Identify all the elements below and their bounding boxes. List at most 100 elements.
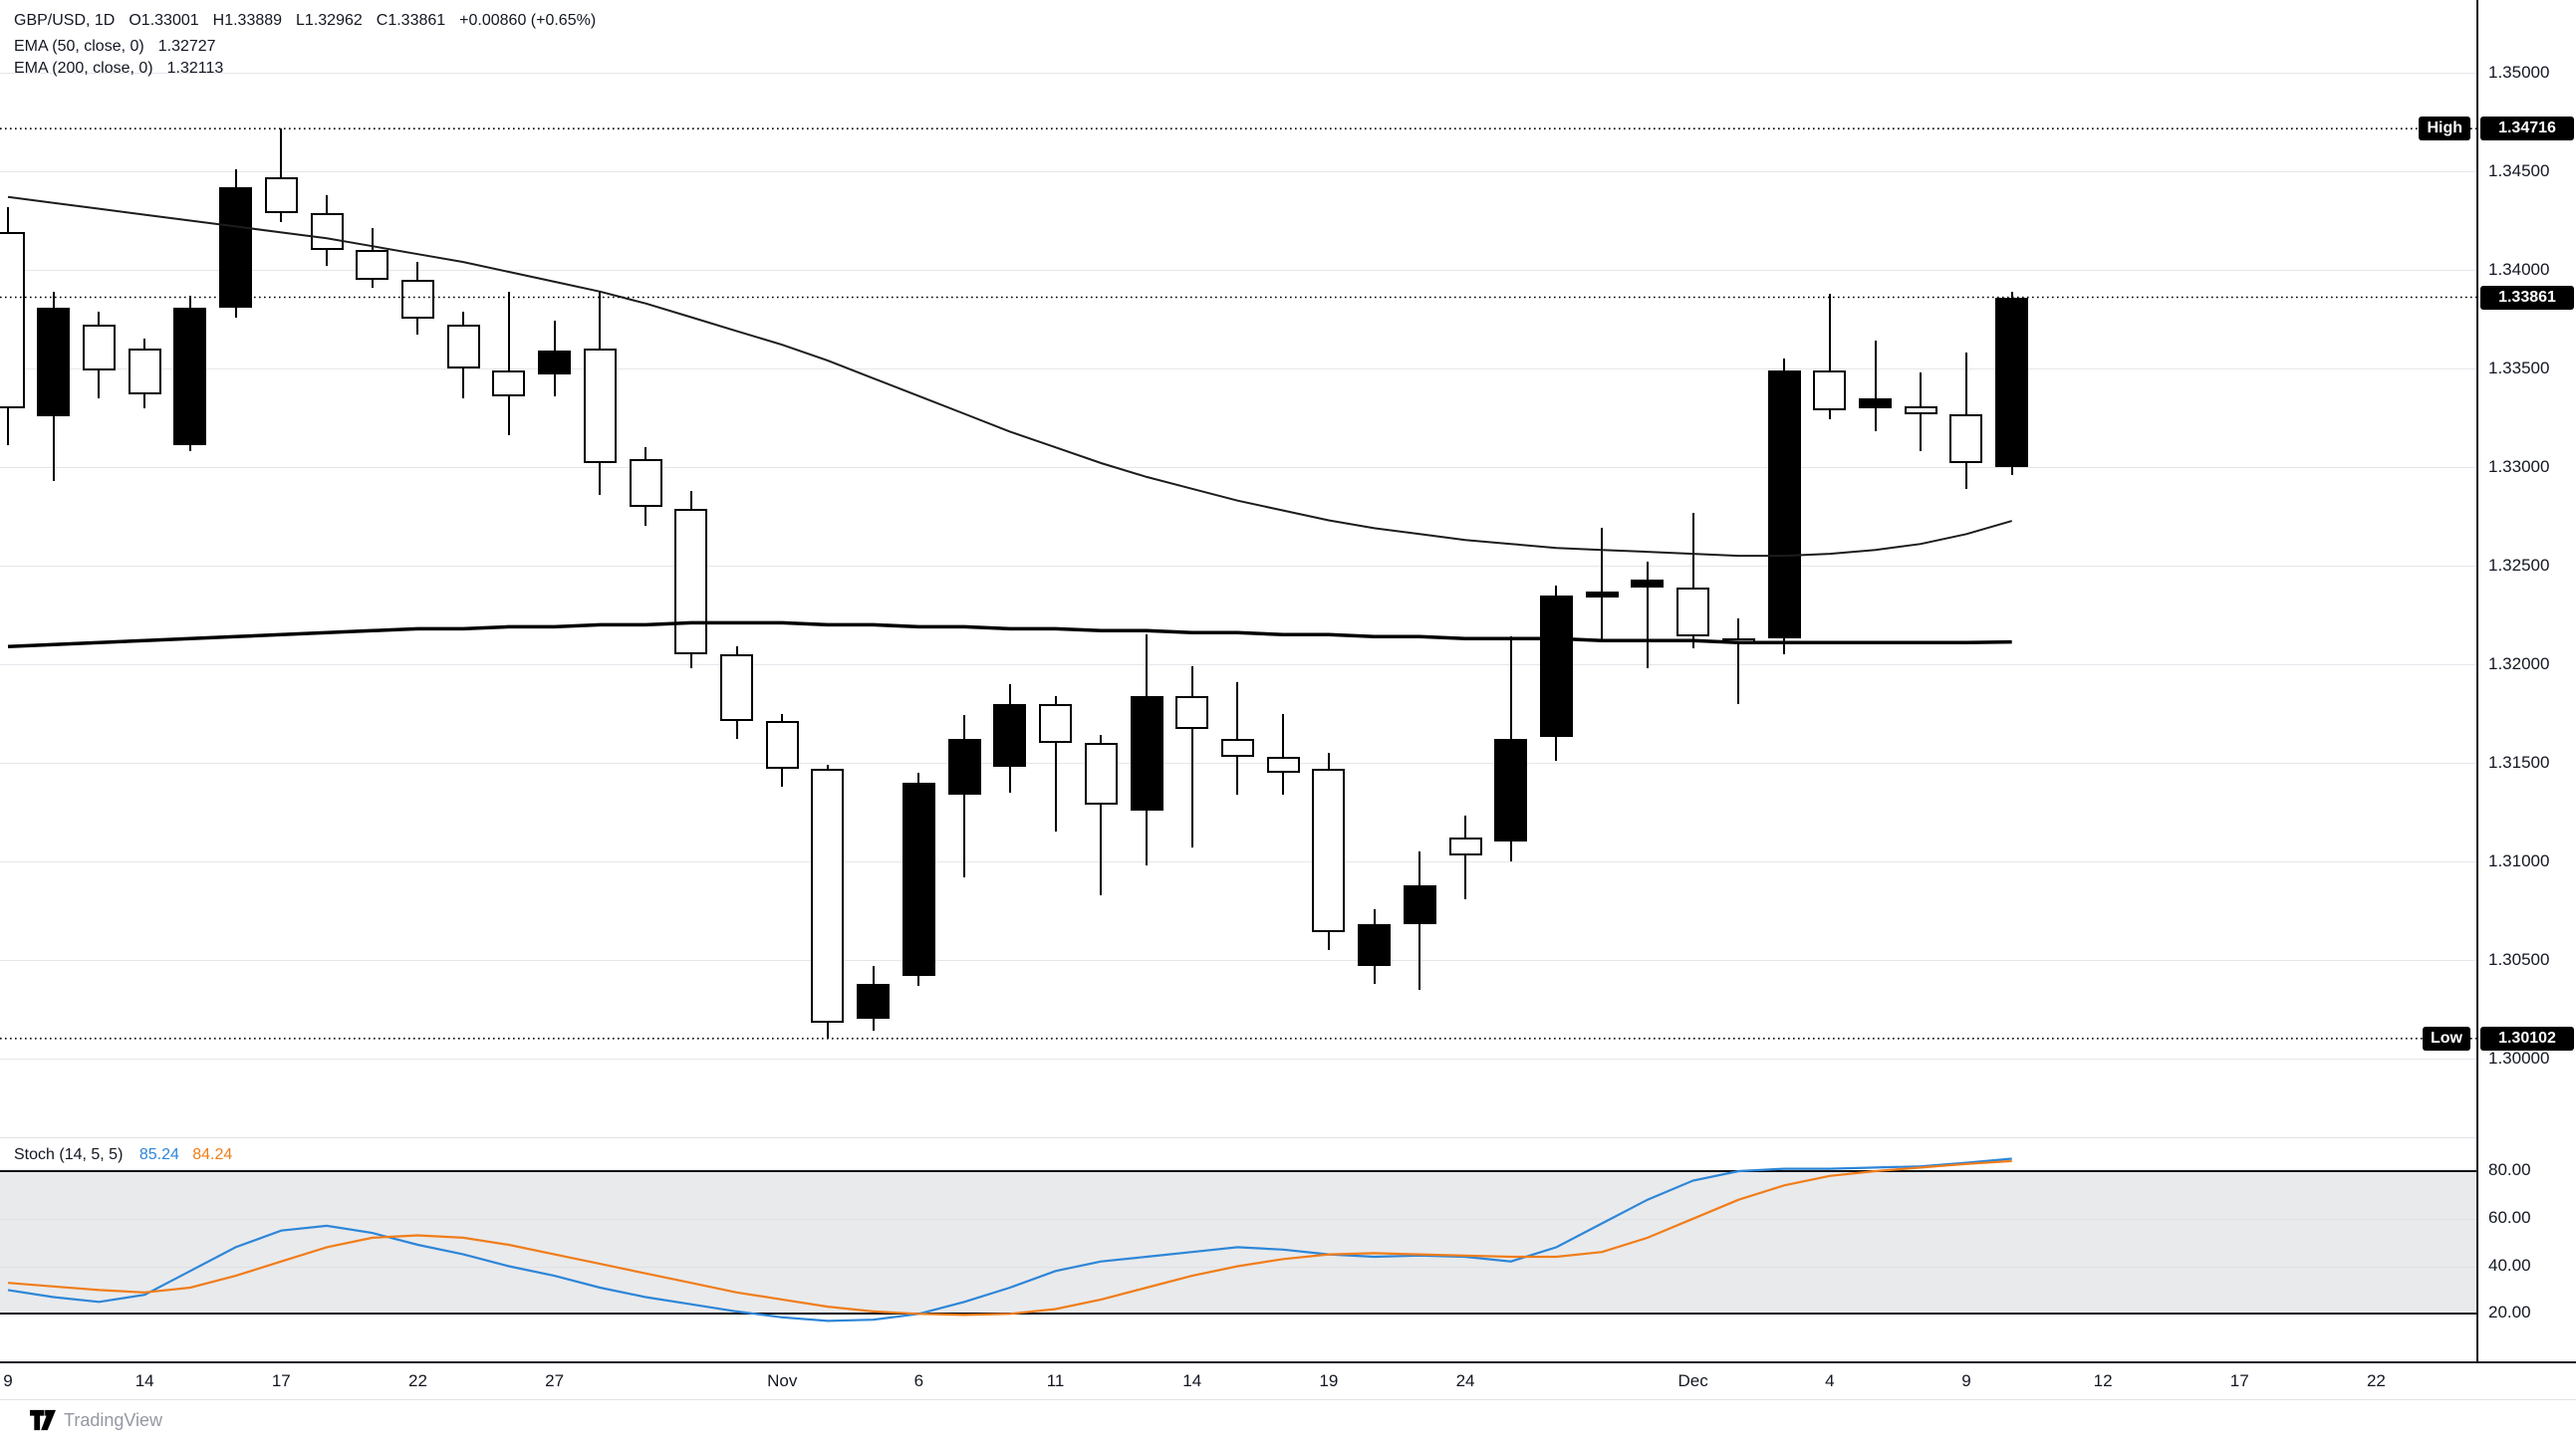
price-tick-label: 1.30000 xyxy=(2488,1049,2550,1068)
ohlc-high: H1.33889 xyxy=(212,12,283,29)
time-axis[interactable]: 9 14 17 22 27 Nov 6 11 14 19 24 Dec 4 9 12 17 22 xyxy=(0,1361,2576,1400)
price-tick-label: 1.33500 xyxy=(2488,359,2550,377)
candle-body-up xyxy=(993,703,1027,767)
time-axis-label: 14 xyxy=(134,1371,154,1390)
price-gridline xyxy=(0,960,2476,961)
candle-body-down xyxy=(82,325,116,370)
candle-body-down xyxy=(356,250,389,280)
symbol-title: GBP/USD, 1D xyxy=(14,12,116,29)
stoch-tick-label: 60.00 xyxy=(2488,1207,2531,1227)
candle-wick xyxy=(1737,618,1740,704)
candle-body-down xyxy=(264,176,298,213)
time-axis-label: 17 xyxy=(2229,1371,2249,1390)
candle-body-down xyxy=(720,654,754,722)
time-axis-label: Nov xyxy=(767,1371,798,1390)
candle-body-down xyxy=(1721,638,1755,644)
ohlc-open: O1.33001 xyxy=(129,12,199,29)
candle-body-down xyxy=(1949,413,1983,464)
price-gridline xyxy=(0,664,2476,665)
time-axis-label: 14 xyxy=(1182,1371,1202,1390)
time-axis-label: 9 xyxy=(1961,1371,1971,1390)
price-tick-label: 1.31500 xyxy=(2488,753,2550,772)
candle-body-down xyxy=(1676,587,1710,637)
time-axis-label: 11 xyxy=(1046,1371,1065,1390)
ohlc-close: C1.33861 xyxy=(376,12,446,29)
candle-wick xyxy=(1691,512,1694,649)
ohlc-change: +0.00860 (+0.65%) xyxy=(459,12,597,29)
ema200-value: 1.32113 xyxy=(166,60,224,77)
candle-body-up xyxy=(1539,595,1573,738)
candle-body-down xyxy=(1312,768,1346,933)
price-tick-label: 1.33000 xyxy=(2488,457,2550,476)
candle-body-down xyxy=(1448,838,1482,856)
time-axis-label: 4 xyxy=(1825,1371,1835,1390)
price-gridline xyxy=(0,368,2476,369)
candle-body-down xyxy=(674,508,708,655)
stoch-d-value: 84.24 xyxy=(192,1146,233,1163)
time-axis-label: 6 xyxy=(913,1371,924,1390)
main-price-pane[interactable]: GBP/USD, 1D O1.33001 H1.33889 L1.32962 C1.33… xyxy=(0,0,2476,1137)
price-gridline xyxy=(0,1059,2476,1060)
price-tick-label: 1.32500 xyxy=(2488,556,2550,575)
candle-body-down xyxy=(583,349,617,464)
price-gridline xyxy=(0,171,2476,172)
candle-body-down xyxy=(765,721,799,769)
stochastic-pane[interactable]: Stoch (14, 5, 5) 85.24 84.24 xyxy=(0,1137,2476,1362)
candle-body-up xyxy=(1358,924,1392,966)
candle-body-down xyxy=(1904,405,1937,414)
symbol-legend[interactable]: GBP/USD, 1D O1.33001 H1.33889 L1.32962 C1.33… xyxy=(14,12,610,30)
candle-body-down xyxy=(1813,369,1847,410)
candle-wick xyxy=(1646,562,1649,668)
candle-body-down xyxy=(1220,739,1254,758)
price-gridline xyxy=(0,467,2476,468)
high-value-badge: 1.34716 xyxy=(2480,117,2574,141)
candle-body-down xyxy=(310,212,344,251)
candle-wick xyxy=(1601,528,1604,643)
tradingview-logo[interactable]: TradingView xyxy=(30,1409,162,1431)
price-gridline xyxy=(0,861,2476,862)
high-chip: High xyxy=(2419,117,2470,141)
candle-body-down xyxy=(811,768,845,1024)
price-tick-label: 1.34500 xyxy=(2488,161,2550,180)
candle-body-up xyxy=(1130,695,1163,811)
candle-wick xyxy=(1464,816,1467,899)
ema200-label: EMA (200, close, 0) xyxy=(14,60,153,77)
candle-body-down xyxy=(1084,743,1118,805)
stoch-legend[interactable]: Stoch (14, 5, 5) 85.24 84.24 xyxy=(14,1146,232,1164)
stoch-gridline xyxy=(0,1218,2476,1220)
price-gridline xyxy=(0,566,2476,567)
time-axis-label: 12 xyxy=(2093,1371,2113,1390)
stoch-tick-label: 80.00 xyxy=(2488,1160,2531,1179)
price-gridline xyxy=(0,73,2476,74)
candle-body-up xyxy=(1767,369,1801,639)
time-axis-label: 17 xyxy=(271,1371,291,1390)
candle-wick xyxy=(1236,681,1239,795)
candle-body-up xyxy=(37,307,71,416)
time-axis-label: 19 xyxy=(1319,1371,1339,1390)
last-price-badge: 1.33861 xyxy=(2480,285,2574,310)
stoch-k-value: 85.24 xyxy=(138,1146,179,1163)
candle-body-up xyxy=(1631,579,1665,588)
time-axis-label: 22 xyxy=(2366,1371,2386,1390)
candle-body-up xyxy=(219,186,253,308)
stoch-band-line xyxy=(0,1313,2476,1316)
candle-body-down xyxy=(1175,695,1209,730)
candle-body-down xyxy=(0,232,25,408)
candle-body-down xyxy=(492,369,526,396)
time-axis-label: Dec xyxy=(1677,1371,1708,1390)
price-tick-label: 1.31000 xyxy=(2488,851,2550,870)
time-axis-label: 9 xyxy=(3,1371,13,1390)
time-axis-label: 27 xyxy=(545,1371,565,1390)
candle-body-up xyxy=(1494,739,1528,842)
candle-body-up xyxy=(902,782,935,976)
candle-body-up xyxy=(1585,591,1619,598)
price-axis-separator xyxy=(2476,0,2478,1397)
price-axis[interactable]: 1.35000 1.34500 1.34000 1.33500 1.33000 1.325… xyxy=(2476,0,2576,1397)
ema50-legend[interactable]: EMA (50, close, 0) 1.32727 xyxy=(14,38,230,56)
candle-wick xyxy=(1100,735,1103,895)
tradingview-logo-icon xyxy=(30,1409,56,1431)
stoch-band-line xyxy=(0,1170,2476,1172)
candle-wick xyxy=(280,128,283,223)
ema200-legend[interactable]: EMA (200, close, 0) 1.32113 xyxy=(14,60,237,78)
